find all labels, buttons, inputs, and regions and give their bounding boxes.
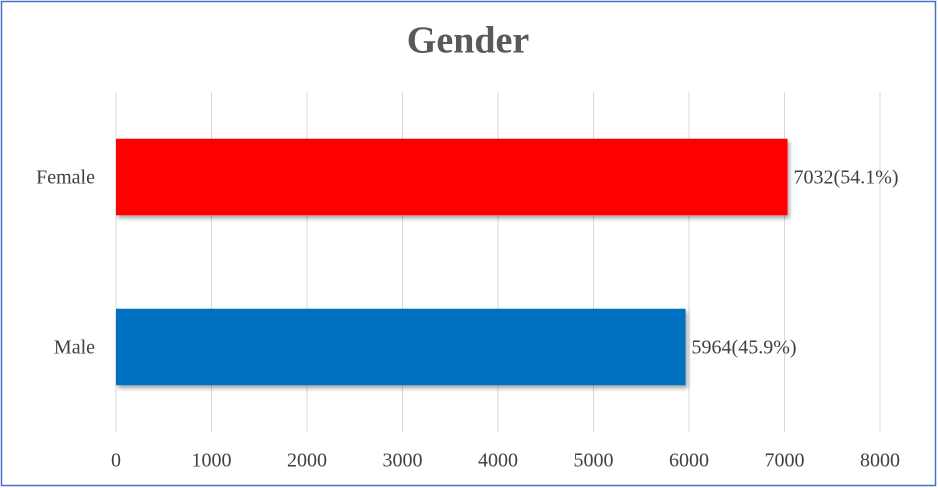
- bar: [116, 138, 788, 216]
- x-tick-label: 0: [111, 450, 121, 472]
- x-tick-label: 4000: [478, 450, 518, 472]
- x-tick-label: 6000: [669, 450, 709, 472]
- x-tick-label: 2000: [287, 450, 327, 472]
- chart-title: Gender: [407, 20, 530, 62]
- x-tick-label: 8000: [860, 450, 900, 472]
- y-tick-label: Female: [36, 167, 95, 189]
- bar: [116, 308, 686, 386]
- x-tick-label: 3000: [383, 450, 423, 472]
- x-tick-label: 5000: [574, 450, 614, 472]
- value-label: 5964(45.9%): [692, 337, 797, 359]
- x-tick-label: 7000: [765, 450, 805, 472]
- y-tick-label: Male: [54, 337, 95, 359]
- value-label: 7032(54.1%): [794, 167, 899, 189]
- x-tick-label: 1000: [192, 450, 232, 472]
